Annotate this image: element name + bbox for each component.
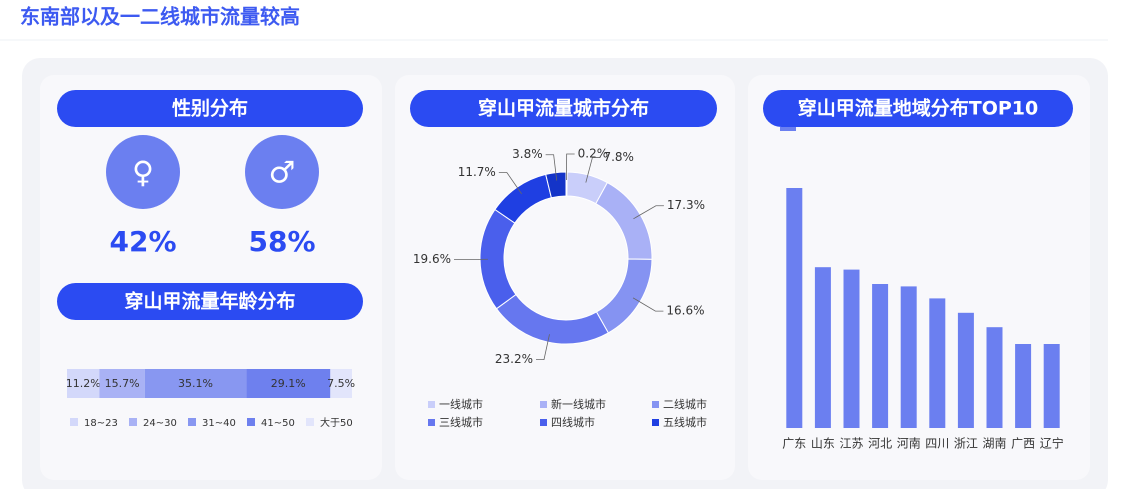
legend-swatch: [540, 401, 547, 408]
chart-title: 穿山甲流量地域分布TOP10: [798, 97, 1038, 120]
chart-title: 穿山甲流量年龄分布: [124, 290, 295, 313]
bar: [843, 269, 860, 428]
bar: [929, 298, 946, 428]
legend-label: 41~50: [261, 418, 295, 429]
x-tick-label: 山东: [811, 437, 835, 451]
bar-segment: [99, 369, 145, 398]
x-tick-label: 四川: [925, 437, 949, 451]
gender-symbol: ♂: [269, 156, 296, 191]
leader-line: [633, 205, 664, 220]
legend-swatch: [70, 418, 78, 426]
leader-line: [535, 334, 550, 361]
x-tick-label: 湖南: [982, 436, 1006, 451]
gender-value: 42%: [109, 225, 176, 258]
bar: [786, 188, 803, 428]
data-label: 15.7%: [105, 377, 140, 390]
data-label: 16.6%: [666, 304, 704, 318]
data-label: 29.1%: [271, 377, 306, 390]
legend-label: 一线城市: [439, 397, 483, 411]
card: [748, 75, 1090, 480]
legend-label: 二线城市: [663, 397, 707, 411]
legend-swatch: [247, 418, 255, 426]
title-pill: [57, 283, 363, 320]
data-label: 3.8%: [512, 147, 543, 161]
legend-label: 大于50: [320, 416, 353, 429]
x-tick-label: 浙江: [954, 437, 978, 451]
x-tick-label: 江苏: [839, 437, 863, 451]
x-tick-label: 河北: [868, 437, 892, 451]
gender-icon: [106, 135, 180, 209]
legend-swatch: [428, 419, 435, 426]
data-label: 11.7%: [458, 165, 496, 179]
data-label: 17.3%: [667, 198, 705, 212]
chart-title: 性别分布: [172, 97, 248, 120]
legend-swatch: [428, 401, 435, 408]
legend-swatch: [129, 418, 137, 426]
page-title: 东南部以及一二线城市流量较高: [20, 5, 300, 29]
gender-icon: [245, 135, 319, 209]
legend-label: 新一线城市: [551, 397, 606, 411]
legend-label: 四线城市: [551, 415, 595, 429]
bar: [986, 327, 1003, 428]
legend-swatch: [652, 419, 659, 426]
legend-swatch: [188, 418, 196, 426]
x-tick-label: 辽宁: [1040, 436, 1064, 451]
legend-swatch: [652, 401, 659, 408]
title-pill: [763, 90, 1073, 127]
leader-line: [545, 154, 558, 181]
data-label: 11.2%: [66, 377, 101, 390]
legend-label: 24~30: [143, 418, 177, 429]
data-label: 7.8%: [603, 150, 634, 164]
x-tick-label: 广西: [1011, 437, 1035, 451]
title-pill: [410, 90, 717, 127]
legend-label: 五线城市: [663, 415, 707, 429]
bar: [814, 267, 831, 428]
data-label: 7.5%: [327, 377, 355, 390]
legend-label: 31~40: [202, 418, 236, 429]
accent: [780, 127, 796, 131]
legend-swatch: [306, 418, 314, 426]
leader-line: [566, 153, 575, 181]
card: [395, 75, 735, 480]
bar-segment: [144, 369, 247, 398]
leader-line: [632, 297, 664, 312]
bar: [1043, 344, 1060, 428]
legend-label: 18~23: [84, 418, 118, 429]
bar-segment: [246, 369, 331, 398]
gender-value: 58%: [248, 225, 315, 258]
data-label: 0.2%: [578, 147, 609, 161]
data-label: 35.1%: [178, 377, 213, 390]
gender-symbol: ♀: [132, 156, 154, 191]
data-label: 23.2%: [495, 352, 533, 366]
legend-label: 三线城市: [439, 415, 483, 429]
data-label: 19.6%: [413, 252, 451, 266]
bar-segment: [330, 369, 352, 398]
x-tick-label: 河南: [897, 436, 921, 451]
title-pill: [57, 90, 363, 127]
bar: [900, 286, 917, 428]
chart-title: 穿山甲流量城市分布: [478, 97, 649, 120]
bar: [1015, 344, 1032, 428]
bar: [872, 284, 889, 428]
bar-segment: [67, 369, 100, 398]
leader-line: [585, 157, 601, 183]
bar: [957, 312, 974, 428]
leader-line: [498, 172, 522, 195]
legend-swatch: [540, 419, 547, 426]
x-tick-label: 广东: [782, 437, 806, 451]
